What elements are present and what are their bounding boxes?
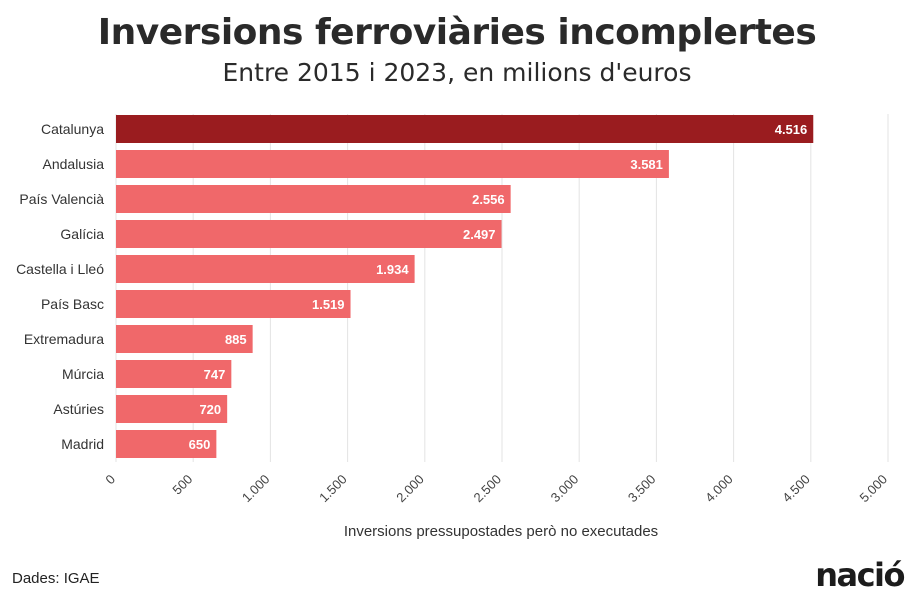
bar	[116, 185, 511, 213]
source-note: Dades: IGAE	[12, 570, 100, 587]
bar	[116, 220, 502, 248]
x-tick-label: 5.000	[857, 472, 891, 506]
chart-title: Inversions ferroviàries incomplertes	[97, 12, 817, 53]
x-tick-label: 0	[102, 472, 118, 488]
category-label: Astúries	[53, 401, 104, 417]
x-tick-labels: 0 500 1.000 1.500 2.000 2.500 3.000 3.500 4.000 4…	[102, 472, 890, 506]
bar	[116, 255, 415, 283]
category-label: País Valencià	[19, 191, 104, 207]
x-tick-label: 4.500	[779, 472, 813, 506]
bar-chart: 4.516 3.581 2.556 2.497 1.934 1.519 885 747 720 6…	[16, 114, 890, 540]
bar-value-label: 2.497	[463, 227, 496, 242]
x-tick-label: 1.000	[239, 472, 273, 506]
chart-subtitle: Entre 2015 i 2023, en milions d'euros	[222, 58, 692, 87]
x-tick-label: 3.500	[625, 472, 659, 506]
category-label: Extremadura	[24, 331, 104, 347]
bar	[116, 395, 228, 423]
category-labels: Catalunya Andalusia País Valencià Galícia Ca…	[16, 121, 104, 452]
bar-value-label: 650	[189, 437, 211, 452]
bar	[116, 360, 232, 388]
bar-value-label: 3.581	[630, 157, 663, 172]
bar-value-label: 747	[204, 367, 226, 382]
category-label: Catalunya	[41, 121, 104, 137]
bar	[116, 325, 253, 353]
bar-value-label: 885	[225, 332, 247, 347]
x-axis-title: Inversions pressupostades però no execut…	[344, 523, 658, 540]
category-label: Andalusia	[43, 156, 105, 172]
bar-value-label: 1.934	[376, 262, 409, 277]
category-label: Múrcia	[62, 366, 104, 382]
x-tick-label: 500	[169, 472, 195, 498]
category-label: Galícia	[60, 226, 104, 242]
bar	[116, 430, 217, 458]
bar-value-label: 1.519	[312, 297, 345, 312]
bar	[116, 115, 814, 143]
nacio-logo: nació	[815, 556, 905, 594]
bar	[116, 290, 351, 318]
bar-value-label: 2.556	[472, 192, 505, 207]
category-label: País Basc	[41, 296, 104, 312]
bars: 4.516 3.581 2.556 2.497 1.934 1.519 885 747 720 6…	[116, 115, 814, 458]
bar	[116, 150, 669, 178]
category-label: Castella i Lleó	[16, 261, 104, 277]
x-tick-label: 4.000	[702, 472, 736, 506]
category-label: Madrid	[61, 436, 104, 452]
bar-value-label: 4.516	[775, 122, 808, 137]
bar-value-label: 720	[199, 402, 221, 417]
x-tick-label: 2.500	[471, 472, 505, 506]
x-tick-label: 2.000	[393, 472, 427, 506]
x-tick-label: 1.500	[316, 472, 350, 506]
x-tick-label: 3.000	[548, 472, 582, 506]
